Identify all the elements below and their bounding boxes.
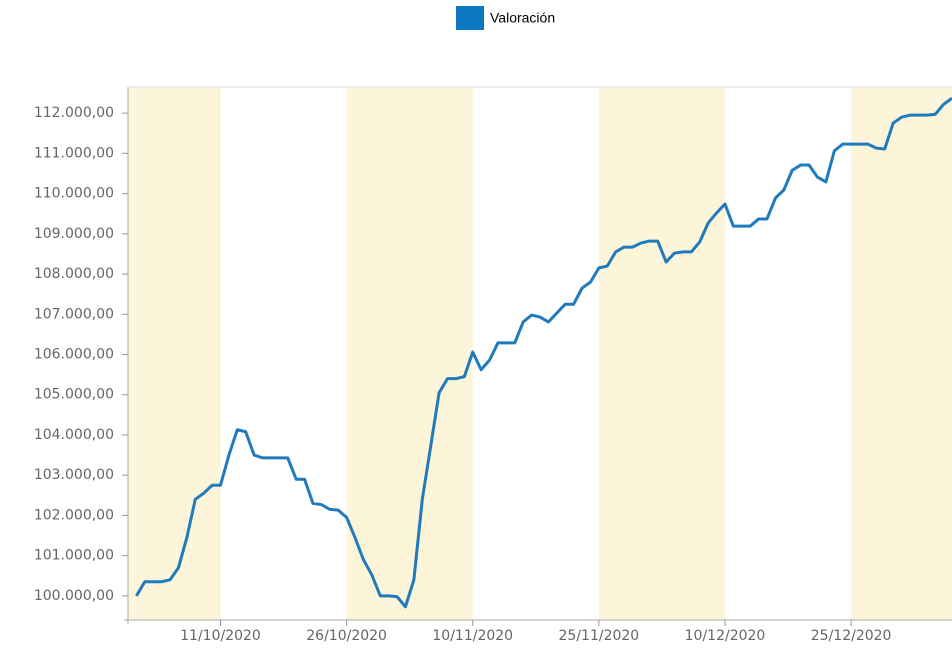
y-tick-label: 107.000,00 (34, 306, 114, 322)
y-tick-label: 103.000,00 (34, 467, 114, 483)
y-tick-label: 108.000,00 (34, 266, 114, 282)
x-tick-label: 10/11/2020 (432, 628, 513, 644)
line-series (135, 97, 952, 609)
x-tick-label: 25/12/2020 (811, 628, 892, 644)
bands (128, 87, 952, 620)
y-tick-label: 112.000,00 (34, 105, 114, 121)
y-tick-label: 106.000,00 (34, 347, 114, 363)
x-tick-label: 25/11/2020 (559, 628, 640, 644)
legend-label: Valoración (490, 10, 555, 26)
x-tick-label: 26/10/2020 (306, 628, 387, 644)
y-tick-label: 109.000,00 (34, 226, 114, 242)
y-tick-label: 104.000,00 (34, 427, 114, 443)
y-tick-label: 110.000,00 (34, 186, 114, 202)
y-tick-label: 111.000,00 (34, 145, 114, 161)
y-tick-label: 101.000,00 (34, 548, 114, 564)
x-tick-label: 10/12/2020 (685, 628, 766, 644)
x-tick-label: 11/10/2020 (180, 628, 261, 644)
band (851, 87, 952, 620)
y-tick-label: 102.000,00 (34, 507, 114, 523)
y-tick-label: 105.000,00 (34, 387, 114, 403)
y-tick-label: 100.000,00 (34, 588, 114, 604)
band (346, 87, 473, 620)
band (128, 87, 221, 620)
legend-swatch (456, 6, 484, 30)
band (598, 87, 725, 620)
